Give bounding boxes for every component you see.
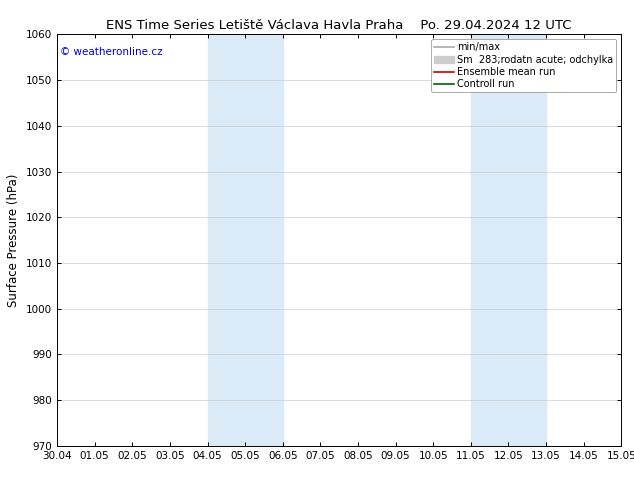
Y-axis label: Surface Pressure (hPa): Surface Pressure (hPa) xyxy=(8,173,20,307)
Text: © weatheronline.cz: © weatheronline.cz xyxy=(60,47,162,57)
Bar xyxy=(207,34,283,446)
Legend: min/max, Sm  283;rodatn acute; odchylka, Ensemble mean run, Controll run: min/max, Sm 283;rodatn acute; odchylka, … xyxy=(431,39,616,92)
Bar xyxy=(471,34,546,446)
Title: ENS Time Series Letiště Václava Havla Praha    Po. 29.04.2024 12 UTC: ENS Time Series Letiště Václava Havla Pr… xyxy=(107,19,572,32)
